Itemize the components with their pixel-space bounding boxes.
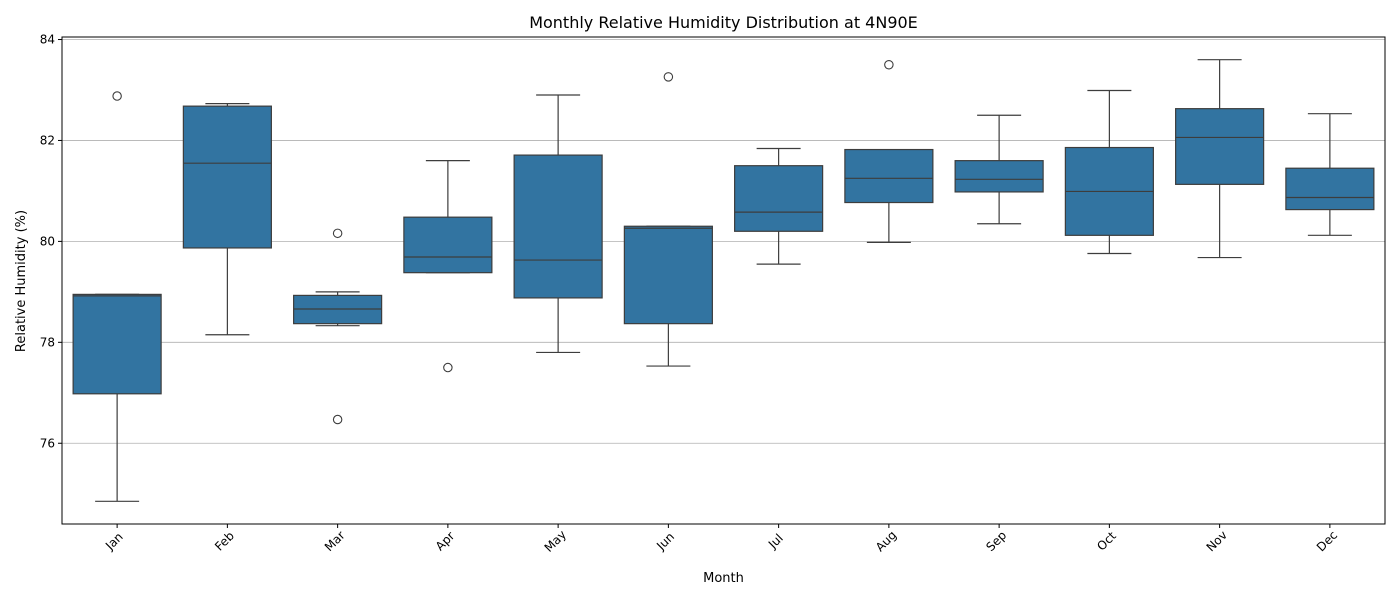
chart-title: Monthly Relative Humidity Distribution a… (529, 13, 918, 32)
x-tick-label: Aug (873, 528, 899, 554)
x-tick-label: Mar (322, 528, 348, 554)
box-feb (182, 103, 272, 336)
box-dec (1285, 113, 1375, 236)
box-jan (72, 91, 162, 502)
x-tick-label: Oct (1094, 529, 1119, 554)
y-axis-label: Relative Humidity (%) (14, 210, 29, 352)
box-oct (1064, 89, 1154, 255)
outlier-point (332, 414, 343, 425)
x-tick-label: Jul (765, 531, 786, 552)
x-axis-label: Month (703, 571, 744, 586)
outlier-point (443, 362, 453, 373)
y-axis-ticks: 76 78 80 82 84 (40, 33, 62, 450)
outlier-point (112, 91, 122, 101)
outlier-point (663, 72, 674, 82)
x-tick-label: Sep (983, 528, 1009, 554)
box-series (72, 59, 1375, 502)
box-nov (1175, 59, 1265, 259)
y-tick-label: 82 (40, 133, 55, 147)
iqr-box (1285, 167, 1375, 211)
outlier-point (884, 60, 894, 70)
x-tick-label: Dec (1314, 528, 1340, 554)
y-tick-label: 78 (40, 335, 55, 349)
y-tick-label: 76 (40, 436, 55, 450)
box-sep (954, 114, 1044, 225)
x-tick-label: Jun (653, 530, 677, 554)
box-aug (844, 60, 934, 243)
iqr-box (182, 105, 272, 249)
plot-frame (61, 36, 1386, 525)
iqr-box (513, 154, 603, 299)
iqr-box (734, 165, 824, 232)
outlier-point (332, 228, 343, 239)
x-tick-label: Feb (212, 529, 237, 554)
gridlines (62, 39, 1385, 444)
iqr-box (1175, 108, 1265, 185)
box-apr (403, 160, 493, 373)
x-tick-label: Nov (1204, 528, 1230, 554)
x-tick-label: Jan (102, 530, 126, 554)
iqr-box (954, 160, 1044, 193)
x-tick-label: May (542, 527, 569, 554)
iqr-box (844, 148, 934, 204)
box-jun (623, 72, 713, 367)
x-tick-label: Apr (433, 529, 458, 554)
x-axis-ticks: Jan Feb Mar Apr May Jun Jul Aug Sep Oct Nov Dec (102, 524, 1340, 555)
box-mar (293, 228, 383, 425)
axes (61, 36, 1386, 525)
y-tick-label: 80 (40, 234, 55, 248)
y-tick-label: 84 (40, 33, 55, 47)
iqr-box (72, 293, 162, 395)
box-may (513, 94, 603, 354)
box-jul (734, 147, 824, 265)
iqr-box (403, 216, 493, 274)
iqr-box (623, 225, 713, 325)
